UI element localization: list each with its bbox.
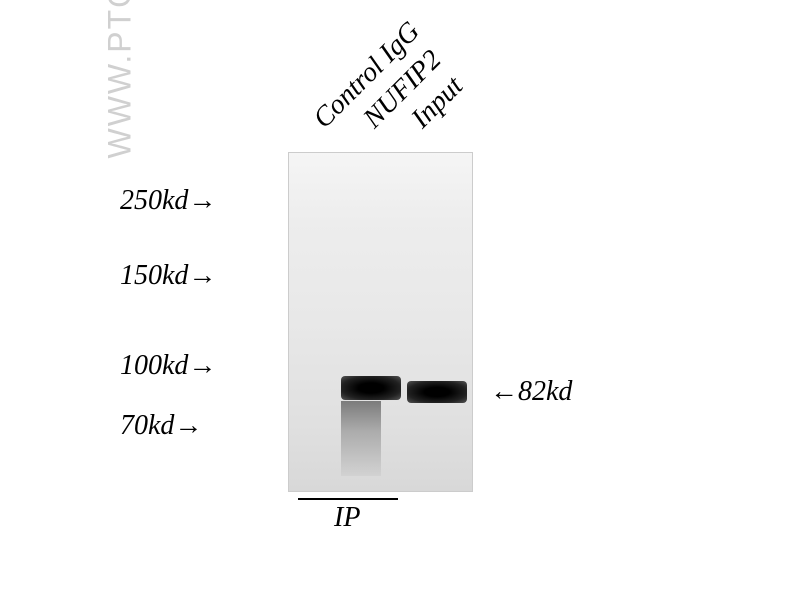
band-smear [341,401,381,476]
band-input-lane [407,381,467,403]
ip-label: IP [334,502,360,534]
mw-marker-100kd: 100kd→ [120,350,216,382]
ip-underline [298,498,398,500]
target-size-label: ←82kd [490,376,572,408]
blot-figure-container: WWW.PTGLAB.COM Control IgG NUFIP2 Input … [0,0,800,600]
band-nufip2-lane [341,376,401,400]
mw-marker-70kd: 70kd→ [120,410,202,442]
mw-marker-250kd: 250kd→ [120,185,216,217]
watermark-text: WWW.PTGLAB.COM [102,0,139,159]
mw-marker-150kd: 150kd→ [120,260,216,292]
western-blot-membrane [288,152,473,492]
